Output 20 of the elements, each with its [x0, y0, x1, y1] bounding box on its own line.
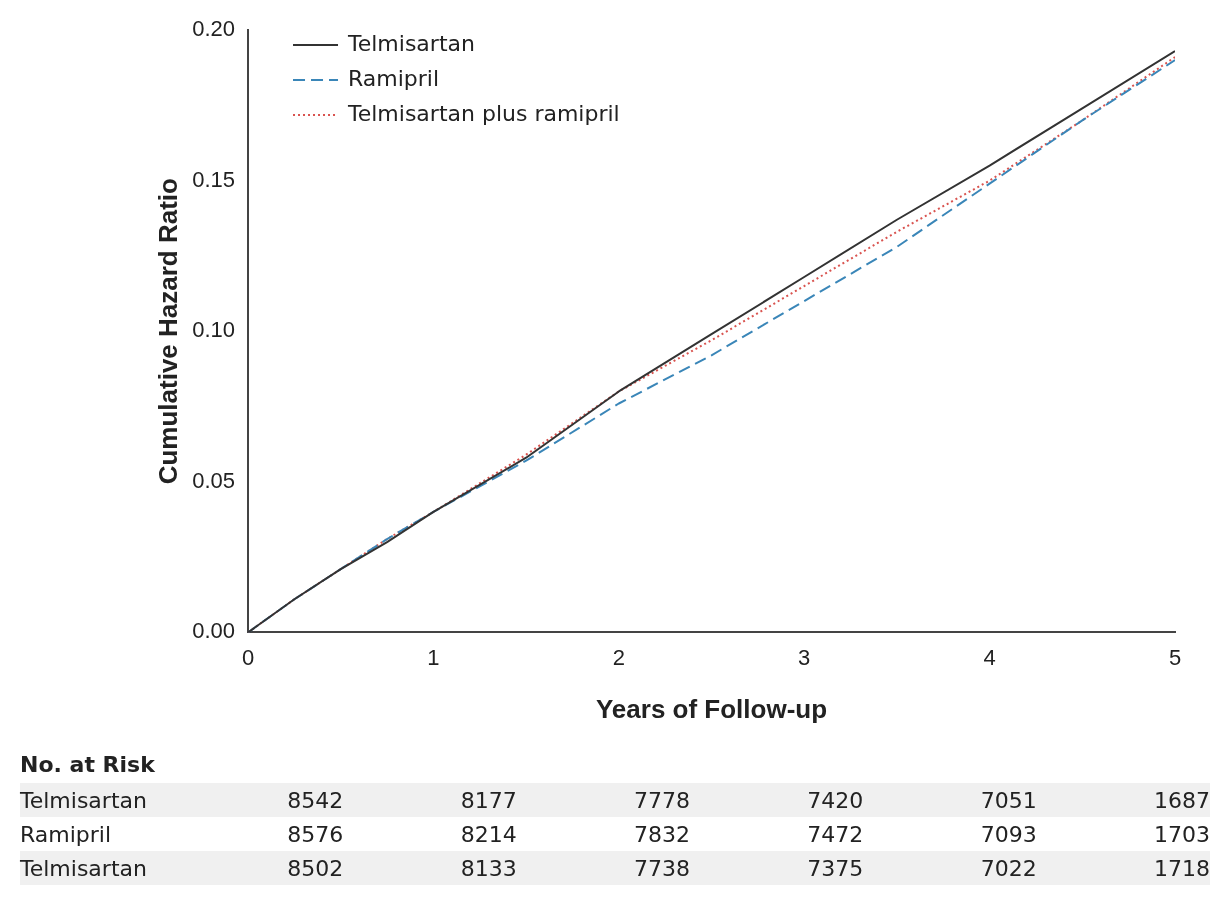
- y-tick-label: 0.20: [192, 16, 236, 42]
- legend-label: Telmisartan: [347, 30, 475, 56]
- text: Telmisartan 8542 8177 7778 7420 7051 1687: [20, 787, 1210, 813]
- x-tick-label: 1: [427, 644, 440, 670]
- y-tick-label: 0.15: [192, 166, 236, 192]
- text: No. at Risk: [20, 752, 156, 777]
- legend-label: Telmisartan plus ramipril: [347, 100, 620, 126]
- x-tick-label: 3: [798, 644, 811, 670]
- text: Ramipril 8576 8214 7832 7472 7093 1703: [20, 821, 1210, 847]
- legend-label: Ramipril: [348, 65, 440, 91]
- x-tick-label: 4: [983, 644, 996, 670]
- text: Telmisartan 8502 8133 7738 7375 7022 1718: [20, 855, 1210, 881]
- x-tick-label: 5: [1168, 644, 1182, 670]
- y-tick-label: 0.10: [192, 317, 236, 343]
- y-axis-title: Cumulative Hazard Ratio: [152, 178, 183, 485]
- x-tick-label: 0: [241, 644, 255, 670]
- y-tick-label: 0.05: [192, 467, 236, 493]
- x-axis-title: Years of Follow-up: [595, 693, 828, 724]
- x-tick-label: 2: [612, 644, 625, 670]
- y-tick-label: 0.00: [192, 618, 236, 644]
